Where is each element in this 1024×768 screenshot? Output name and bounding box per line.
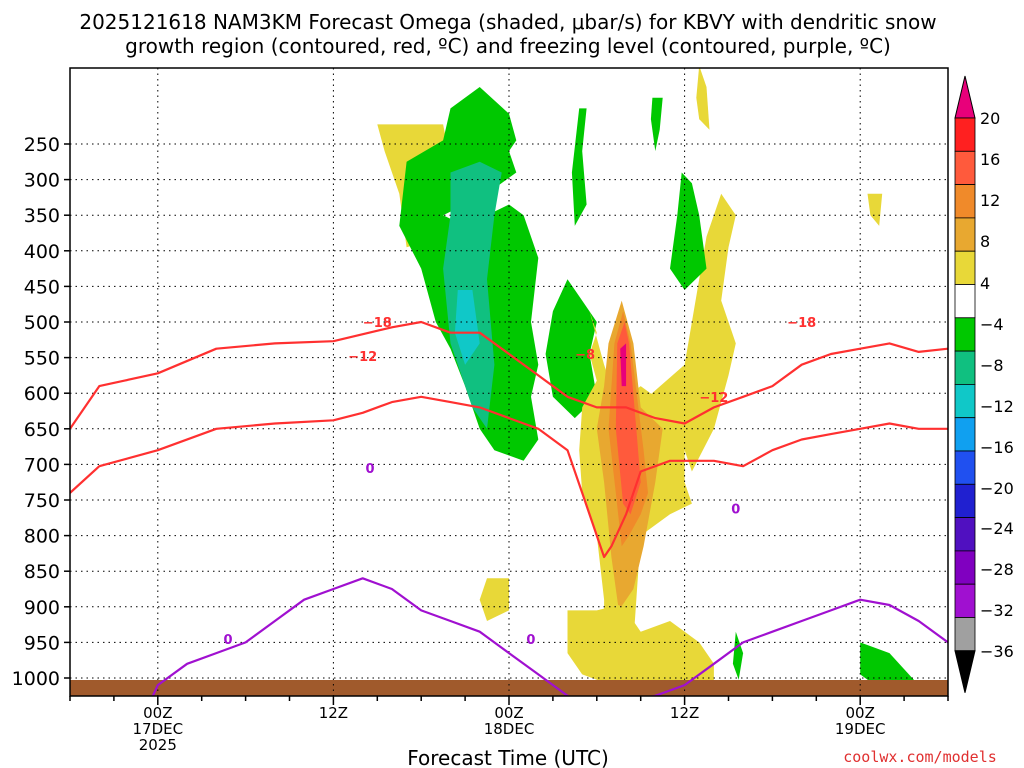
y-tick-label-950: 950 bbox=[24, 632, 60, 654]
contour-label-6: 0 bbox=[224, 633, 233, 648]
x-tick-label-48-0: 00Z bbox=[846, 704, 875, 722]
colorbar-segment-11 bbox=[954, 483, 976, 518]
colorbar-label-5: −4 bbox=[980, 315, 1004, 334]
x-tick-label-24-1: 18DEC bbox=[484, 720, 535, 738]
shade-cyan-west bbox=[454, 290, 480, 365]
y-tick-label-650: 650 bbox=[24, 419, 60, 441]
colorbar-segment-14 bbox=[954, 583, 976, 618]
shade-yellow-top-spike bbox=[696, 68, 710, 130]
shade-yellow-east-small bbox=[867, 193, 883, 226]
x-tick-label-12-0: 12Z bbox=[319, 704, 348, 722]
x-tick-label-0-2: 2025 bbox=[139, 736, 177, 754]
colorbar-segment-5 bbox=[954, 284, 976, 319]
chart-title-line-2: growth region (contoured, red, ºC) and f… bbox=[125, 34, 891, 58]
contour-labels: −18 −18 −12 −12 −8 0 0 0 0 bbox=[224, 316, 817, 648]
colorbar: 20 16 12 8 4 −4 −8 −12 −16 −20 −24 −28 −32 −36 bbox=[954, 75, 1014, 693]
y-tick-label-1000: 1000 bbox=[12, 668, 60, 690]
y-tick-label-800: 800 bbox=[24, 526, 60, 548]
y-tick-label-350: 350 bbox=[24, 205, 60, 227]
x-tick-label-24-0: 00Z bbox=[494, 704, 523, 722]
colorbar-segment-15 bbox=[954, 617, 976, 652]
colorbar-segment-3 bbox=[954, 217, 976, 252]
colorbar-label-6: −8 bbox=[980, 356, 1004, 375]
ground-fill bbox=[70, 680, 948, 696]
colorbar-label-11: −28 bbox=[980, 560, 1014, 579]
shade-green-thin-a bbox=[571, 108, 587, 226]
colorbar-label-3: 8 bbox=[980, 232, 990, 251]
y-tick-label-500: 500 bbox=[24, 312, 60, 334]
x-tick-label-0-0: 00Z bbox=[143, 704, 172, 722]
colorbar-segment-13 bbox=[954, 550, 976, 585]
contour-label-0: −18 bbox=[363, 316, 392, 331]
credit-text: coolwx.com/models bbox=[843, 748, 997, 766]
colorbar-label-12: −32 bbox=[980, 601, 1014, 620]
y-tick-label-850: 850 bbox=[24, 561, 60, 583]
y-tick-label-900: 900 bbox=[24, 597, 60, 619]
colorbar-segment-6 bbox=[954, 317, 976, 352]
shade-green-thin-b bbox=[650, 97, 663, 152]
colorbar-segment-10 bbox=[954, 450, 976, 485]
contour-label-7: 0 bbox=[526, 633, 535, 648]
contour-0 bbox=[151, 577, 948, 696]
contour-label-8: 0 bbox=[731, 503, 740, 518]
colorbar-label-0: 20 bbox=[980, 109, 1000, 128]
colorbar-label-10: −24 bbox=[980, 519, 1014, 538]
colorbar-top-arrow bbox=[954, 75, 976, 119]
colorbar-segment-2 bbox=[954, 184, 976, 219]
y-tick-label-250: 250 bbox=[24, 134, 60, 156]
colorbar-bottom-arrow bbox=[954, 650, 976, 693]
colorbar-segment-7 bbox=[954, 350, 976, 385]
contour-label-5: 0 bbox=[365, 462, 374, 477]
colorbar-segment-1 bbox=[954, 150, 976, 186]
contour-label-1: −18 bbox=[787, 316, 816, 331]
colorbar-label-7: −12 bbox=[980, 397, 1014, 416]
shade-green-east-tall bbox=[670, 172, 707, 290]
colorbar-label-13: −36 bbox=[980, 642, 1014, 661]
colorbar-segment-8 bbox=[954, 383, 976, 419]
colorbar-label-9: −20 bbox=[980, 479, 1014, 498]
x-tick-label-36-0: 12Z bbox=[670, 704, 699, 722]
shade-yellow-east bbox=[648, 193, 736, 472]
y-tick-label-750: 750 bbox=[24, 490, 60, 512]
colorbar-label-2: 12 bbox=[980, 191, 1000, 210]
omega-shading bbox=[377, 68, 919, 696]
x-tick-label-0-1: 17DEC bbox=[133, 720, 184, 738]
pressure-axis: 250 300 350 400 450 500 550 600 650 700 750 800 850 9… bbox=[12, 134, 70, 690]
y-tick-label-300: 300 bbox=[24, 170, 60, 192]
grid-lines bbox=[70, 68, 948, 696]
y-tick-label-450: 450 bbox=[24, 276, 60, 298]
contour--18 bbox=[70, 320, 948, 430]
shade-magenta-core bbox=[620, 343, 627, 387]
shade-yellow-lower-blob bbox=[479, 578, 509, 621]
colorbar-label-4: 4 bbox=[980, 274, 990, 293]
colorbar-label-1: 16 bbox=[980, 150, 1000, 169]
colorbar-segment-9 bbox=[954, 417, 976, 452]
contour-label-2: −12 bbox=[348, 350, 377, 365]
colorbar-segment-12 bbox=[954, 517, 976, 552]
y-tick-label-400: 400 bbox=[24, 241, 60, 263]
y-tick-label-550: 550 bbox=[24, 348, 60, 370]
colorbar-segment-4 bbox=[954, 250, 976, 285]
chart-title-line-1: 2025121618 NAM3KM Forecast Omega (shaded… bbox=[79, 10, 936, 34]
contour-label-4: −8 bbox=[575, 348, 595, 363]
shade-green-surface-right bbox=[732, 631, 744, 680]
shade-green-central bbox=[545, 279, 597, 419]
colorbar-segment-0 bbox=[954, 117, 976, 152]
x-axis-label: Forecast Time (UTC) bbox=[407, 746, 609, 768]
y-tick-label-700: 700 bbox=[24, 454, 60, 476]
colorbar-label-8: −16 bbox=[980, 438, 1014, 457]
ground-layer bbox=[70, 680, 948, 696]
y-tick-label-600: 600 bbox=[24, 383, 60, 405]
shade-yellow-surface bbox=[567, 605, 714, 696]
contour-lines bbox=[70, 320, 948, 696]
contour--12 bbox=[70, 395, 948, 559]
contour-label-3: −12 bbox=[699, 391, 728, 406]
x-tick-label-48-1: 19DEC bbox=[835, 720, 886, 738]
